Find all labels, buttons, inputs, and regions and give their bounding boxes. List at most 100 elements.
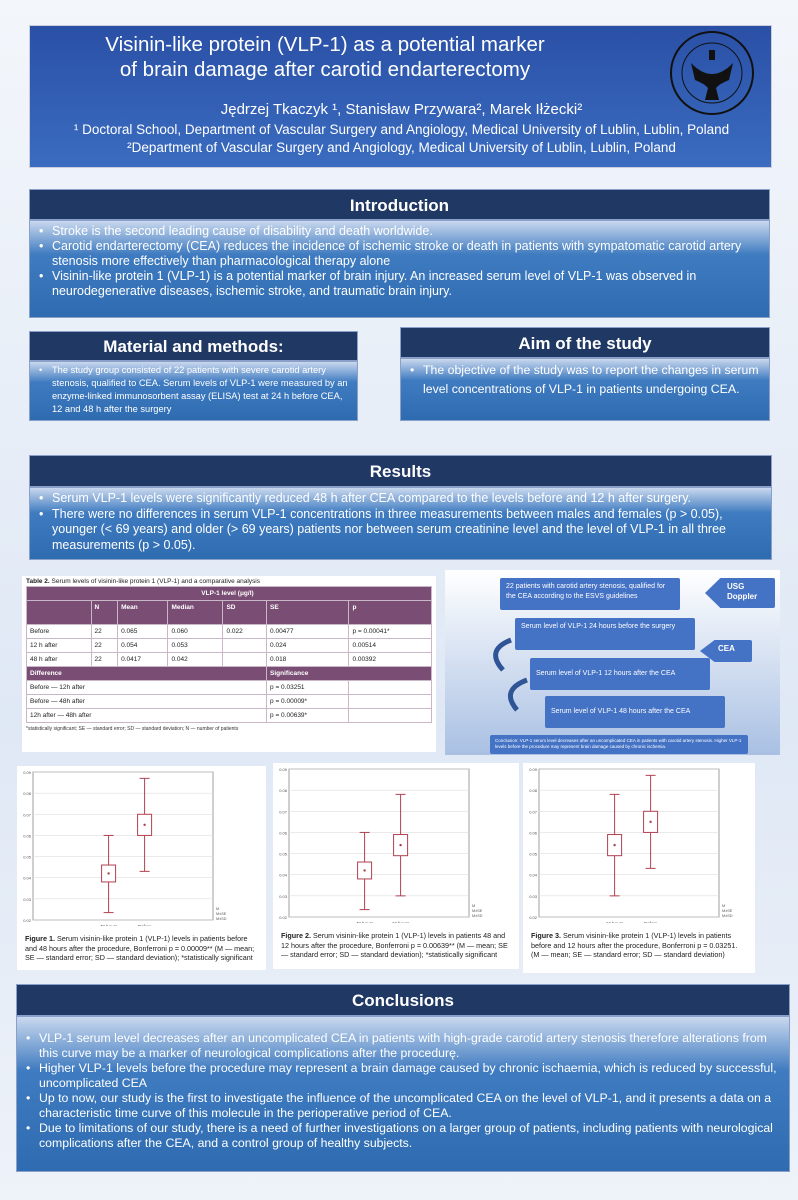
y-tick-label: 0.09 — [529, 767, 538, 772]
y-tick-label: 0.08 — [529, 788, 538, 793]
usg-doppler-label: USG Doppler — [727, 582, 758, 601]
significance-value: p = 0.03251 — [266, 680, 350, 695]
column-header — [26, 600, 92, 625]
results-heading: Results — [29, 455, 772, 487]
y-tick-label: 0.04 — [279, 873, 288, 878]
aim-body: The objective of the study was to report… — [400, 358, 770, 421]
x-tick-label: 48 hours — [100, 924, 118, 926]
affiliation-2: ²Department of Vascular Surgery and Angi… — [127, 139, 676, 155]
column-header: SE — [266, 600, 350, 625]
introduction-heading: Introduction — [29, 189, 770, 220]
column-header: Median — [167, 600, 224, 625]
introduction-body: Stroke is the second leading cause of di… — [29, 220, 770, 318]
flow-step-48h-after: Serum level of VLP-1 48 hours after the … — [545, 696, 725, 728]
conclusion-item: Up to now, our study is the first to inv… — [23, 1091, 783, 1121]
y-tick-label: 0.04 — [23, 876, 32, 881]
y-tick-label: 0.07 — [529, 809, 538, 814]
y-tick-label: 0.05 — [529, 852, 538, 857]
y-tick-label: 0.05 — [279, 852, 288, 857]
legend-entry: M — [216, 907, 219, 911]
cea-label: CEA — [718, 644, 735, 653]
diff-header: Difference — [25, 666, 268, 681]
y-tick-label: 0.07 — [23, 812, 32, 817]
table-cell: 22 — [90, 638, 119, 653]
y-tick-label: 0.03 — [23, 897, 32, 902]
table-caption: Table 2. Serum levels of visinin-like pr… — [26, 578, 432, 585]
aim-heading: Aim of the study — [400, 327, 770, 358]
table-group-header: VLP-1 level (μg/l) — [26, 586, 432, 601]
y-tick-label: 0.06 — [529, 830, 538, 835]
y-tick-label: 0.05 — [23, 855, 32, 860]
legend-entry: M±SD — [722, 914, 733, 918]
mean-point — [399, 843, 402, 847]
table-caption-text: Serum levels of visinin-like protein 1 (… — [49, 578, 260, 585]
empty-cell — [348, 694, 432, 709]
flow-conclusion: Conclusion: VLP-1 serum level decreases … — [490, 735, 748, 754]
plot-frame — [32, 771, 214, 921]
table-cell: 22 — [90, 624, 119, 639]
y-tick-label: 0.04 — [529, 873, 538, 878]
methods-item: The study group consisted of 22 patients… — [36, 364, 351, 416]
legend-entry: M±SD — [472, 914, 483, 918]
y-tick-label: 0.08 — [279, 788, 288, 793]
difference-row: Before — 12h after p = 0.03251 — [25, 680, 432, 695]
empty-cell — [348, 708, 432, 723]
column-header: p — [348, 600, 432, 625]
figure-caption: Figure 3. Serum visinin-like protein 1 (… — [523, 928, 755, 963]
table-cell: 22 — [90, 652, 119, 667]
difference-row: 12h after — 48h after p = 0.00639* — [25, 708, 432, 723]
x-tick-label: Before — [138, 924, 152, 926]
intro-item: Carotid endarterectomy (CEA) reduces the… — [36, 239, 763, 269]
box-plot: 0.02 0.03 0.04 0.05 0.06 0.07 0.08 0.09 12 hours… — [529, 767, 733, 926]
table-row: Before 22 0.065 0.060 0.022 0.00477 p = 0.0004… — [26, 624, 432, 639]
table-cell — [222, 652, 268, 667]
figure-caption: Figure 1. Serum visinin-like protein 1 (… — [17, 931, 266, 966]
conclusions-body: VLP-1 serum level decreases after an unc… — [16, 1016, 790, 1172]
flow-step-24h-before: Serum level of VLP-1 24 hours before the… — [515, 618, 695, 650]
title-line-2: of brain damage after carotid endarterec… — [119, 58, 531, 81]
methods-heading: Material and methods: — [29, 331, 358, 361]
aim-item: The objective of the study was to report… — [407, 361, 763, 399]
figure-caption-text: Serum visinin-like protein 1 (VLP-1) lev… — [25, 934, 255, 962]
x-tick-label: 48 hours — [356, 921, 374, 923]
significance-value: p = 0.00009* — [266, 694, 350, 709]
cea-arrow: CEA — [700, 640, 752, 662]
intro-item: Stroke is the second leading cause of di… — [36, 224, 763, 239]
table-cell: 0.00477 — [266, 624, 350, 639]
table-cell: 12 h after — [26, 638, 92, 653]
flow-step-12h-after: Serum level of VLP-1 12 hours after the … — [530, 658, 710, 690]
column-header: Mean — [117, 600, 169, 625]
figure-2: 0.02 0.03 0.04 0.05 0.06 0.07 0.08 0.09 48 hours… — [273, 763, 519, 969]
legend-entry: M±SD — [216, 917, 227, 921]
table-cell: 0.054 — [117, 638, 169, 653]
flow-curved-arrows — [493, 637, 528, 712]
y-tick-label: 0.02 — [23, 918, 32, 923]
table-cell: 0.0417 — [117, 652, 169, 667]
box-plot: 0.02 0.03 0.04 0.05 0.06 0.07 0.08 0.09 48 hours… — [279, 767, 483, 926]
figure-label: Figure 1. — [25, 934, 55, 943]
figure-3: 0.02 0.03 0.04 0.05 0.06 0.07 0.08 0.09 12 hours… — [523, 763, 755, 973]
difference-label: Before — 48h after — [25, 694, 268, 709]
legend-entry: M — [472, 904, 475, 908]
y-tick-label: 0.02 — [529, 915, 538, 920]
y-tick-label: 0.09 — [23, 770, 32, 775]
table-cell: Before — [26, 624, 92, 639]
figure-label: Figure 2. — [281, 931, 311, 940]
column-header: N — [90, 600, 119, 625]
table-cell: 0.060 — [167, 624, 224, 639]
intro-item: Visinin-like protein 1 (VLP-1) is a pote… — [36, 269, 763, 299]
table-cell: 0.053 — [167, 638, 224, 653]
table-cell: 0.00514 — [348, 638, 432, 653]
legend-entry: M±SE — [722, 909, 733, 913]
table-cell: 0.024 — [266, 638, 350, 653]
empty-cell — [348, 680, 432, 695]
mean-point — [613, 843, 616, 847]
box-0: 48 hours — [356, 831, 374, 926]
results-table-panel: Table 2. Serum levels of visinin-like pr… — [22, 576, 436, 752]
poster-title: Visinin-like protein (VLP-1) as a potent… — [30, 32, 620, 82]
conclusion-item: Higher VLP-1 levels before the procedure… — [23, 1061, 783, 1091]
results-item: There were no differences in serum VLP-1… — [36, 507, 765, 554]
figure-1: 0.02 0.03 0.04 0.05 0.06 0.07 0.08 0.09 48 hours… — [17, 766, 266, 970]
y-tick-label: 0.07 — [279, 809, 288, 814]
plot-frame — [288, 768, 470, 918]
